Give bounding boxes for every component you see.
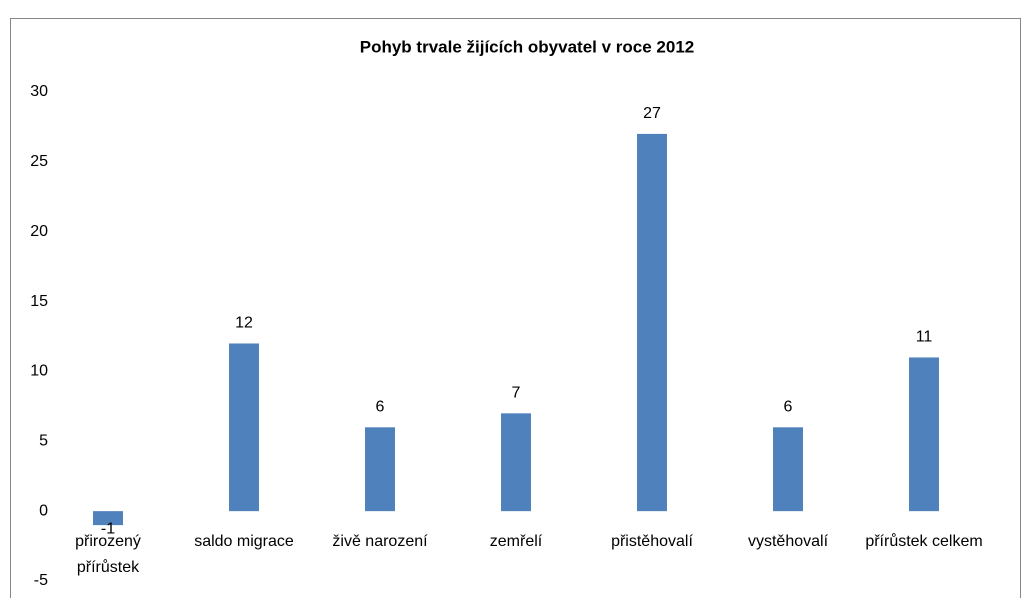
data-label: 11 (916, 329, 933, 346)
bar (773, 427, 803, 512)
x-tick-label: přirozený přírůstek (75, 533, 141, 576)
y-tick-label: 30 (30, 83, 48, 100)
data-label: 6 (376, 399, 385, 416)
data-label: 6 (784, 399, 793, 416)
bar (637, 133, 667, 512)
data-label: 12 (235, 315, 253, 332)
x-tick-label: přistěhovalí (611, 533, 693, 550)
bar (93, 511, 123, 526)
bar (501, 413, 531, 512)
y-tick-label: -5 (34, 572, 48, 589)
data-label: -1 (101, 520, 115, 537)
y-tick-label: 20 (30, 223, 48, 240)
bar (229, 343, 259, 512)
bar (365, 427, 395, 512)
y-tick-label: 5 (39, 433, 48, 450)
x-tick-label: vystěhovalí (748, 533, 829, 550)
y-tick-label: 10 (30, 363, 48, 380)
y-tick-label: 0 (39, 502, 48, 519)
x-tick-label: saldo migrace (194, 533, 294, 550)
y-tick-label: 25 (30, 153, 48, 170)
x-tick-label: přírůstek celkem (865, 532, 982, 550)
x-tick-label: živě narození (332, 533, 428, 550)
bar (909, 357, 939, 512)
chart-title: Pohyb trvale žijících obyvatel v roce 20… (360, 37, 695, 56)
data-label: 27 (643, 105, 661, 122)
x-tick-label: zemřelí (490, 533, 543, 550)
y-tick-label: 15 (30, 293, 48, 310)
data-label: 7 (512, 385, 521, 402)
